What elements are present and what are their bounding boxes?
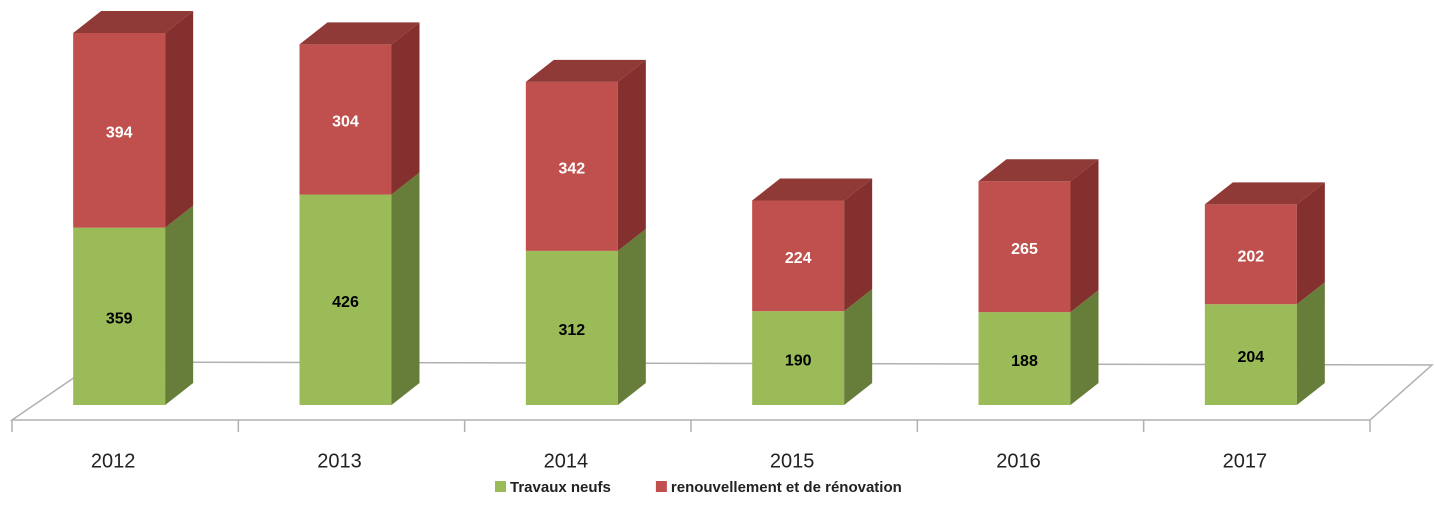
bar — [299, 194, 392, 405]
bar — [73, 227, 166, 405]
bar-top — [752, 178, 873, 201]
bar-side — [391, 22, 420, 195]
bar — [978, 312, 1071, 405]
x-tick-label: 2012 — [91, 450, 136, 472]
bar — [525, 250, 618, 405]
bar — [752, 311, 845, 405]
legend-item: Travaux neufs — [495, 479, 611, 496]
bar — [752, 200, 845, 312]
bar-side — [844, 178, 873, 312]
bar-side — [1296, 182, 1325, 305]
bar-side — [617, 228, 646, 405]
data-label: 394 — [106, 125, 133, 142]
data-label: 188 — [1011, 353, 1038, 370]
legend-item: renouvellement et de rénovation — [655, 479, 902, 496]
data-label: 190 — [785, 352, 812, 369]
legend-swatch — [655, 481, 667, 492]
bar-side — [165, 205, 194, 405]
x-tick-label: 2014 — [544, 450, 589, 472]
bar-side — [391, 172, 420, 405]
bar — [525, 81, 618, 251]
bar — [1204, 204, 1297, 305]
bar — [978, 181, 1071, 313]
bar-top — [525, 59, 646, 82]
bar — [73, 33, 166, 228]
bar-top — [978, 159, 1099, 182]
bar-side — [1070, 290, 1099, 405]
bar-top — [73, 11, 194, 33]
data-label: 265 — [1011, 241, 1038, 258]
bar — [299, 44, 392, 195]
bar-side — [617, 59, 646, 251]
x-tick-label: 2016 — [996, 450, 1041, 472]
legend-label: renouvellement et de rénovation — [671, 479, 902, 496]
data-label: 426 — [332, 294, 359, 311]
data-label: 304 — [332, 114, 359, 131]
bar-side — [844, 289, 873, 405]
data-label: 359 — [106, 311, 133, 328]
data-label: 202 — [1237, 249, 1264, 266]
bar-side — [1070, 159, 1099, 313]
bar-side — [165, 11, 194, 228]
bar-top — [299, 22, 420, 45]
bar-side — [1296, 282, 1325, 405]
x-tick-label: 2013 — [317, 450, 362, 472]
x-tick-label: 2017 — [1223, 450, 1268, 472]
legend-swatch — [495, 481, 506, 492]
data-label: 204 — [1237, 349, 1264, 366]
data-label: 224 — [785, 250, 812, 267]
bar-top — [1204, 182, 1325, 205]
data-label: 342 — [558, 161, 585, 178]
x-tick-label: 2015 — [770, 450, 815, 472]
bar — [1204, 304, 1297, 405]
legend-label: Travaux neufs — [510, 479, 611, 496]
data-label: 312 — [558, 322, 585, 339]
